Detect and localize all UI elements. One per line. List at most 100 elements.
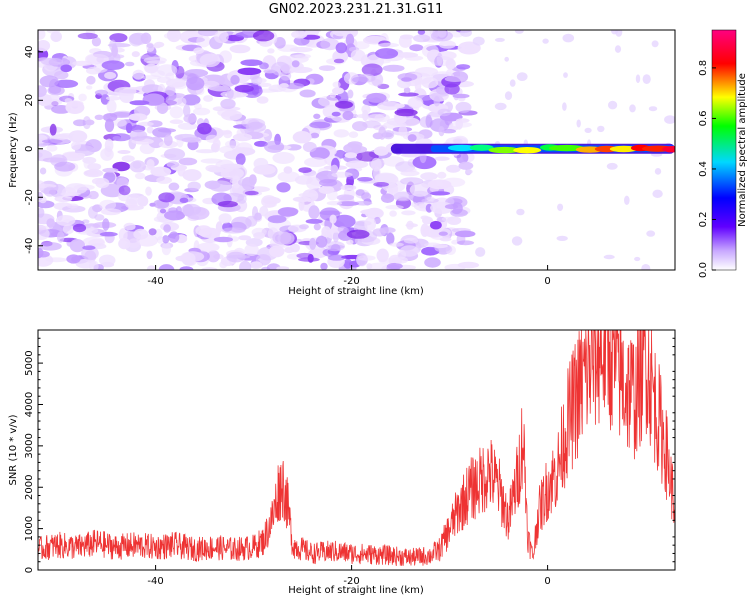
noise-blob: [452, 93, 470, 99]
noise-blob: [69, 239, 86, 253]
noise-blob: [146, 126, 154, 134]
noise-blob: [146, 159, 155, 170]
noise-blob: [221, 227, 246, 234]
noise-blob: [101, 60, 125, 70]
noise-blob: [144, 63, 159, 74]
noise-blob: [102, 113, 118, 122]
noise-blob: [41, 139, 63, 144]
noise-blob: [336, 194, 355, 201]
noise-blob: [333, 129, 349, 138]
noise-blob: [181, 251, 205, 262]
noise-blob: [327, 254, 346, 261]
noise-blob: [352, 41, 370, 50]
heatmap-ticks: -40 -20 0 -40 -20 0 20 40: [24, 45, 551, 287]
noise-blob: [310, 132, 320, 139]
noise-blob: [232, 133, 253, 142]
noise-blob: [456, 240, 475, 246]
noise-blob: [320, 262, 328, 270]
noise-blob: [556, 235, 568, 241]
noise-blob: [38, 250, 50, 258]
noise-blob: [252, 30, 275, 42]
noise-blob: [156, 64, 178, 77]
noise-blob: [299, 89, 316, 98]
colorbar-tick-label: 0.8: [698, 60, 709, 76]
noise-blob: [629, 104, 636, 113]
noise-blob: [421, 44, 439, 58]
noise-blob: [285, 144, 302, 151]
noise-blob: [206, 250, 220, 263]
noise-blob: [182, 204, 194, 217]
noise-blob: [196, 34, 211, 48]
noise-blob: [542, 38, 549, 44]
noise-blob: [398, 125, 408, 137]
noise-blob: [43, 186, 56, 197]
noise-blob: [444, 204, 459, 210]
noise-blob: [220, 98, 236, 110]
noise-blob: [223, 129, 233, 139]
noise-blob: [166, 161, 180, 168]
heatmap-y-tick-label: 40: [24, 45, 35, 58]
noise-blob: [86, 54, 110, 64]
noise-blob: [472, 36, 485, 46]
noise-blob: [315, 235, 328, 248]
noise-blob: [45, 257, 68, 263]
heatmap-panel: -40 -20 0 -40 -20 0 20 40 Height of straight li…: [8, 29, 676, 297]
noise-blob: [169, 106, 184, 119]
noise-blob: [380, 193, 395, 203]
noise-blob: [218, 213, 232, 224]
noise-blob: [386, 232, 395, 245]
noise-blob: [444, 76, 466, 82]
heatmap-signal-band: [390, 143, 675, 154]
noise-blob: [400, 177, 424, 186]
noise-blob: [306, 177, 321, 190]
noise-blob: [401, 77, 412, 82]
noise-blob: [134, 172, 146, 180]
noise-blob: [318, 95, 339, 107]
snr-y-tick-label: 3000: [24, 433, 35, 458]
noise-blob: [309, 237, 317, 250]
noise-blob: [276, 266, 290, 270]
noise-blob: [406, 220, 414, 230]
noise-blob: [99, 231, 118, 237]
noise-blob: [279, 83, 289, 89]
noise-blob: [46, 30, 61, 34]
noise-blob: [129, 196, 138, 205]
noise-blob: [38, 149, 53, 162]
noise-blob: [340, 184, 357, 191]
noise-blob: [336, 201, 359, 207]
noise-blob: [389, 242, 404, 247]
noise-blob: [217, 200, 238, 208]
noise-blob: [449, 121, 473, 128]
noise-blob: [361, 63, 383, 77]
noise-blob: [128, 238, 140, 249]
noise-blob: [277, 207, 298, 217]
figure-title: GN02.2023.231.21.31.G11: [268, 2, 444, 17]
noise-blob: [378, 42, 399, 48]
noise-blob: [417, 30, 426, 35]
noise-blob: [195, 149, 216, 154]
noise-blob: [166, 78, 187, 88]
noise-blob: [114, 86, 137, 96]
noise-blob: [221, 110, 243, 121]
noise-blob: [203, 95, 214, 102]
colorbar-tick-label: 0.0: [698, 262, 709, 278]
noise-blob: [168, 231, 180, 243]
noise-blob: [86, 75, 96, 85]
noise-blob: [386, 264, 401, 270]
noise-blob: [253, 157, 269, 170]
noise-blob: [343, 258, 353, 269]
noise-blob: [110, 133, 131, 142]
noise-blob: [438, 231, 448, 236]
noise-blob: [344, 152, 357, 159]
snr-series-line: [38, 330, 675, 566]
snr-y-tick-label: 0: [24, 567, 35, 573]
noise-blob: [438, 40, 456, 49]
noise-blob: [326, 201, 343, 206]
snr-x-tick-label: -40: [147, 576, 163, 587]
noise-blob: [163, 134, 173, 146]
noise-blob: [389, 210, 397, 217]
noise-blob: [394, 108, 418, 117]
noise-blob: [441, 129, 457, 134]
noise-blob: [156, 102, 169, 114]
noise-blob: [138, 121, 154, 127]
